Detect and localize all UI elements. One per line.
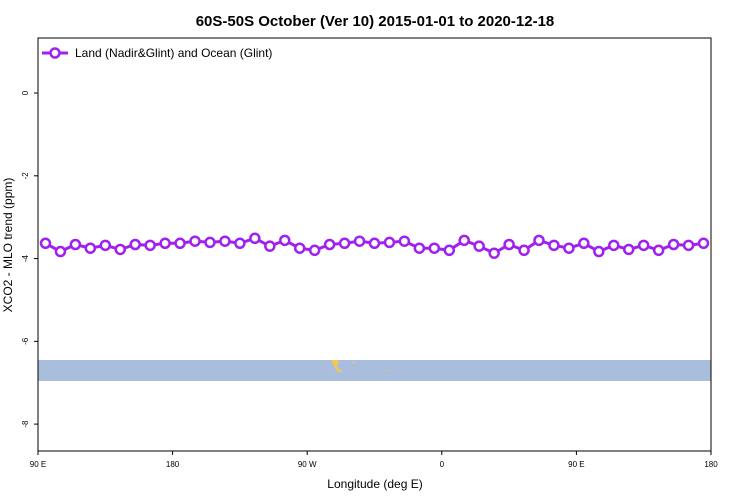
data-point (264, 240, 276, 252)
data-point (39, 237, 52, 250)
y-axis-label: XCO2 - MLO trend (ppm) (1, 178, 15, 313)
data-point (458, 234, 470, 247)
data-point (293, 242, 306, 254)
data-point (443, 244, 456, 257)
data-point (697, 237, 710, 250)
ocean-band (38, 360, 711, 381)
data-point (69, 238, 82, 251)
legend-marker (49, 47, 61, 59)
data-point (413, 242, 426, 254)
data-point (608, 239, 620, 252)
data-point (234, 237, 246, 250)
chart-title: 60S-50S October (Ver 10) 2015-01-01 to 2… (196, 13, 555, 30)
data-point (518, 244, 530, 257)
legend: Land (Nadir&Glint) and Ocean (Glint) (42, 46, 272, 60)
data-point (99, 239, 112, 252)
data-point (682, 239, 695, 252)
data-point (667, 238, 680, 251)
data-point (593, 245, 605, 258)
y-tick-label: -8 (21, 420, 30, 428)
data-point (189, 235, 201, 247)
y-tick-label: 0 (21, 90, 30, 95)
x-tick-label: 180 (166, 460, 180, 469)
data-point (174, 237, 186, 250)
x-axis-label: Longitude (deg E) (327, 477, 422, 491)
data-point (114, 243, 127, 256)
data-point (488, 247, 500, 259)
legend-label: Land (Nadir&Glint) and Ocean (Glint) (75, 46, 272, 60)
land (331, 360, 343, 372)
y-tick-label: -4 (21, 254, 30, 262)
data-point (129, 238, 141, 251)
data-point (249, 232, 261, 245)
data-point (54, 245, 67, 258)
y-tick-label: -6 (21, 337, 30, 345)
data-point (622, 243, 635, 256)
plot-frame (37, 37, 712, 452)
land (352, 362, 355, 363)
x-tick-label: 90 E (30, 460, 46, 469)
data-point (368, 237, 381, 250)
data-point (159, 237, 171, 250)
data-point (338, 237, 351, 250)
data-point (548, 239, 560, 252)
y-tick-label: -2 (21, 172, 30, 180)
data-point (84, 242, 97, 254)
map-strip (38, 360, 711, 381)
x-tick-label: 90 W (298, 460, 317, 469)
x-tick-label: 90 E (568, 460, 584, 469)
data-point (204, 236, 216, 249)
data-point (383, 236, 396, 249)
data-point (219, 235, 231, 247)
data-point (144, 239, 156, 252)
x-tick-label: 180 (704, 460, 718, 469)
data-point (533, 234, 545, 247)
data-point (473, 240, 485, 252)
x-tick-label: 0 (440, 460, 445, 469)
data-point (637, 239, 650, 252)
data-point (652, 244, 665, 257)
land (386, 370, 388, 371)
data-point (308, 244, 321, 257)
data-point (563, 242, 575, 254)
data-point (279, 234, 291, 247)
data-point (353, 235, 366, 247)
data-point (578, 237, 590, 250)
data-point (503, 238, 515, 251)
data-point (428, 242, 441, 254)
data-point (323, 238, 336, 251)
data-point (398, 235, 411, 247)
